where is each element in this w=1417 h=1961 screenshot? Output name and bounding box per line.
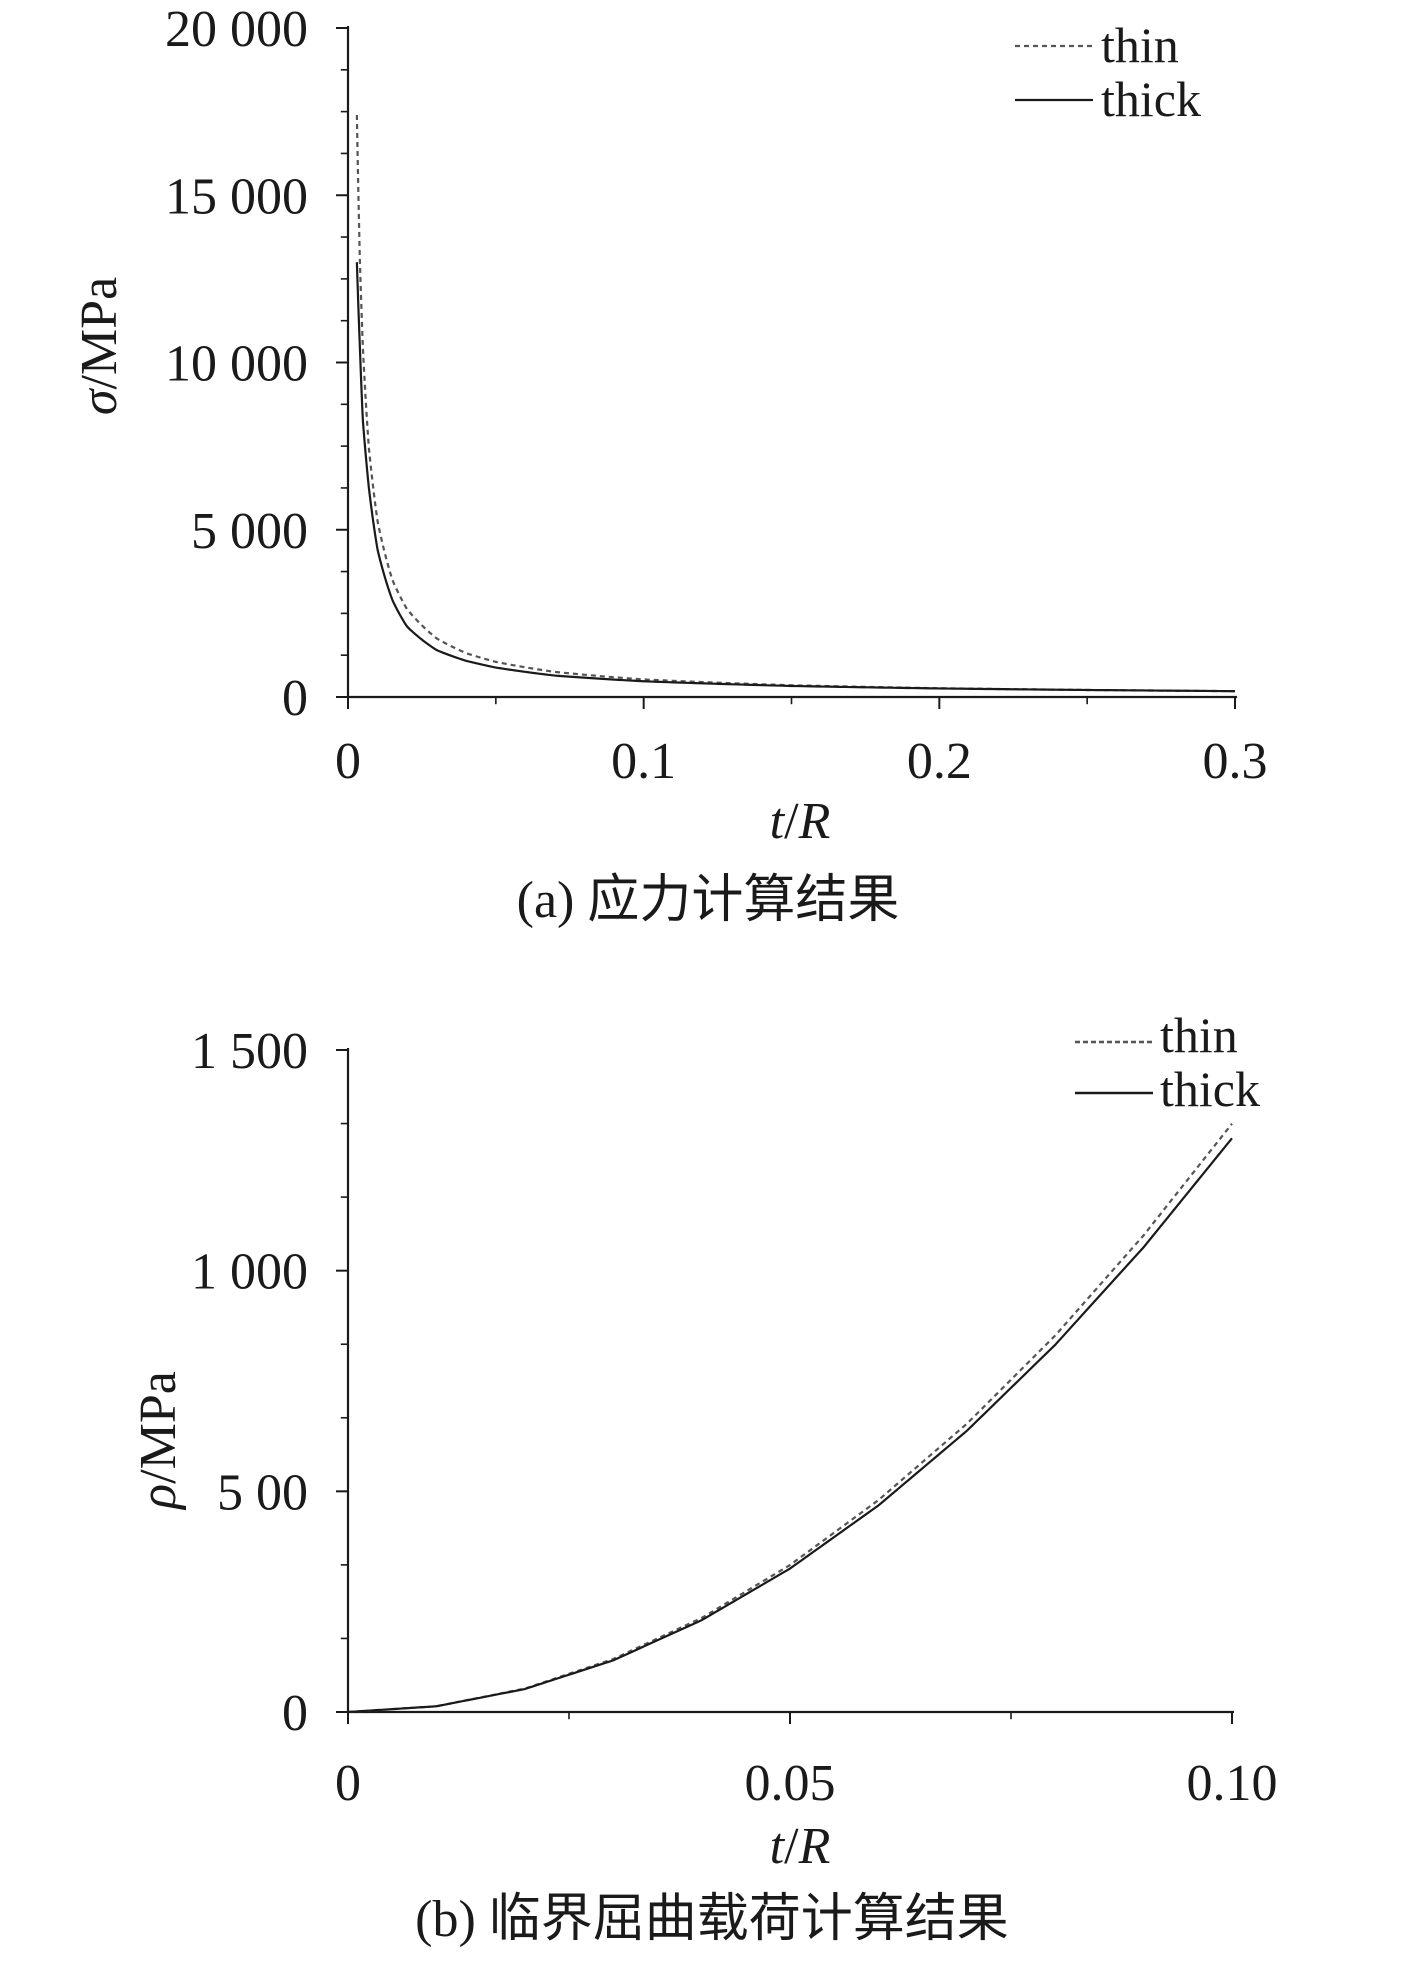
- panel-b-y-tick-label: 1 000: [191, 1244, 308, 1301]
- panel-b-legend-thick-label: thick: [1160, 1061, 1260, 1117]
- panel-b-x-tick-label: 0.10: [1187, 1755, 1278, 1812]
- panel-a-legend-thin-label: thin: [1101, 17, 1179, 73]
- panel-a-y-tick-label: 15 000: [165, 168, 308, 225]
- panel-b-series-thin-line: [347, 1123, 1233, 1714]
- panel-a-legend-thick-label: thick: [1101, 71, 1201, 127]
- panel-b-axes: [346, 1048, 1234, 1714]
- panel-a-y-tick-label: 5 000: [191, 503, 308, 560]
- panel-a-stress-chart: 0 0.1 0.2 0.3 0 5 000 10 000 15 000 20 000 thin …: [71, 1, 1268, 929]
- panel-a-y-tick-label: 20 000: [165, 1, 308, 58]
- panel-a-y-tick-label: 10 000: [165, 336, 308, 393]
- panel-b-series-thick-line: [347, 1137, 1233, 1714]
- panel-a-series-thin-line: [355, 114, 1236, 693]
- panel-b-y-tick-label: 0: [282, 1685, 308, 1742]
- panel-b-ticks: [336, 1049, 1233, 1724]
- panel-b-legend: thin thick: [1075, 1007, 1260, 1117]
- panel-b-y-tick-label: 5 00: [217, 1464, 308, 1521]
- panel-a-x-tick-label: 0.1: [611, 733, 676, 790]
- panel-b-series: [347, 1123, 1233, 1714]
- panel-a-legend: thin thick: [1015, 17, 1201, 127]
- panel-a-y-axis-label: σ/MPa: [71, 277, 128, 415]
- panel-b-buckling-chart: 0 0.05 0.10 0 5 00 1 000 1 500 thin thick ρ/MP…: [130, 1007, 1278, 1948]
- panel-b-legend-thin-label: thin: [1160, 1007, 1238, 1063]
- panel-a-caption: (a) 应力计算结果: [517, 872, 900, 929]
- panel-b-x-tick-label: 0: [335, 1755, 361, 1812]
- panel-a-x-tick-label: 0.3: [1203, 733, 1268, 790]
- panel-b-caption: (b) 临界屈曲载荷计算结果: [415, 1891, 1009, 1948]
- panel-b-x-tick-label: 0.05: [745, 1755, 836, 1812]
- panel-a-x-tick-label: 0: [335, 733, 361, 790]
- panel-a-x-axis-label: t/R: [770, 793, 831, 850]
- panel-b-y-tick-label: 1 500: [191, 1023, 308, 1080]
- panel-a-tick-labels: 0 0.1 0.2 0.3 0 5 000 10 000 15 000 20 000: [165, 1, 1268, 790]
- panel-a-y-tick-label: 0: [282, 670, 308, 727]
- panel-a-ticks: [336, 27, 1236, 709]
- panel-a-series: [355, 114, 1236, 693]
- panel-a-series-thick-line: [355, 262, 1236, 693]
- panel-a-x-tick-label: 0.2: [907, 733, 972, 790]
- panel-b-x-axis-label: t/R: [770, 1818, 831, 1875]
- panel-b-y-axis-label: ρ/MPa: [130, 1371, 187, 1511]
- panel-b-tick-labels: 0 0.05 0.10 0 5 00 1 000 1 500: [191, 1023, 1278, 1812]
